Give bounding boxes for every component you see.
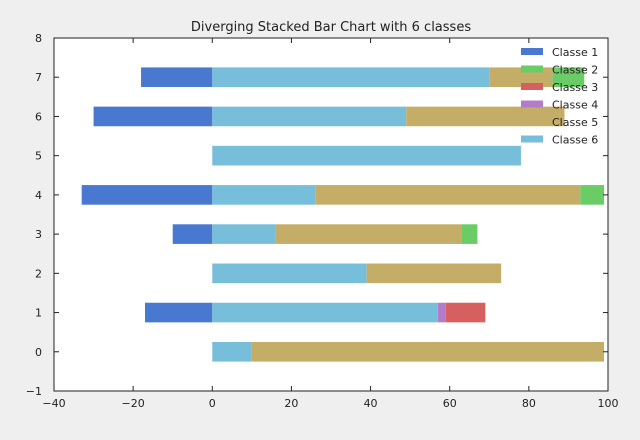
x-tick-label: 0 [209, 397, 216, 410]
bar-segment-classe-6-row-3 [212, 224, 276, 244]
bar-segment-classe-1-row-6 [93, 106, 213, 127]
plot-area [54, 38, 608, 391]
x-tick-label: −20 [122, 397, 145, 410]
bar-segment-classe-5-row-7 [489, 67, 553, 88]
bar-segment-classe-1-row-7 [141, 67, 213, 88]
y-tick-label: 8 [35, 32, 42, 45]
legend-label-classe-4: Classe 4 [552, 99, 598, 112]
x-tick-label: 60 [443, 397, 457, 410]
x-tick-label: 80 [522, 397, 536, 410]
x-tick-label: 20 [284, 397, 298, 410]
axes-layer: −40 −20 0 20 40 60 80 100 −1 0 1 2 3 4 5 6 7 8 [26, 32, 619, 410]
legend-label-classe-2: Classe 2 [552, 64, 598, 77]
bar-segment-classe-6-row-2 [212, 263, 367, 284]
chart-title: Diverging Stacked Bar Chart with 6 class… [191, 20, 471, 35]
bar-segment-classe-6-row-5 [212, 145, 521, 166]
y-tick-label: 1 [35, 307, 42, 320]
legend-swatch-classe-2 [521, 65, 543, 73]
bar-segment-classe-1-row-1 [145, 302, 213, 323]
bar-segment-classe-1-row-3 [172, 224, 213, 244]
legend: Classe 1 Classe 2 Classe 3 Classe 4 Classe 5… [521, 46, 598, 147]
bar-segment-classe-5-row-0 [251, 341, 605, 362]
legend-label-classe-1: Classe 1 [552, 46, 598, 59]
y-tick-label: 7 [35, 71, 42, 84]
legend-swatch-classe-6 [521, 135, 543, 143]
x-tick-label: −40 [42, 397, 65, 410]
y-tick-label: 2 [35, 267, 42, 280]
y-tick-label: −1 [26, 385, 42, 398]
bar-segment-classe-2-row-7 [552, 67, 585, 88]
bar-segment-classe-2-row-4 [580, 185, 605, 205]
legend-label-classe-3: Classe 3 [552, 81, 598, 94]
plot-frame [53, 37, 609, 392]
legend-label-classe-6: Classe 6 [552, 134, 598, 147]
y-tick-label: 6 [35, 110, 42, 123]
y-tick-label: 3 [35, 228, 42, 241]
x-tick-label: 100 [598, 397, 619, 410]
y-tick-label: 5 [35, 150, 42, 163]
bar-segment-classe-5-row-3 [275, 224, 462, 244]
bar-segment-classe-2-row-3 [461, 224, 478, 244]
bar-segment-classe-1-row-4 [81, 185, 213, 205]
bars-layer [81, 67, 605, 362]
bar-segment-classe-5-row-4 [315, 185, 581, 205]
bar-segment-classe-6-row-7 [212, 67, 490, 88]
bar-segment-classe-6-row-4 [212, 185, 316, 205]
legend-label-classe-5: Classe 5 [552, 116, 598, 129]
legend-swatch-classe-5 [521, 118, 543, 125]
y-tick-label: 0 [35, 346, 42, 359]
y-tick-label: 4 [35, 189, 42, 202]
bar-segment-classe-5-row-2 [366, 263, 502, 284]
bar-segment-classe-6-row-1 [212, 302, 438, 323]
bar-segment-classe-6-row-6 [212, 106, 407, 127]
legend-swatch-classe-3 [521, 83, 543, 90]
legend-swatch-classe-4 [521, 100, 543, 108]
bar-segment-classe-3-row-1 [445, 302, 486, 323]
x-tick-label: 40 [364, 397, 378, 410]
legend-swatch-classe-1 [521, 48, 543, 55]
bar-segment-classe-4-row-1 [437, 302, 446, 323]
bar-segment-classe-6-row-0 [212, 341, 252, 362]
